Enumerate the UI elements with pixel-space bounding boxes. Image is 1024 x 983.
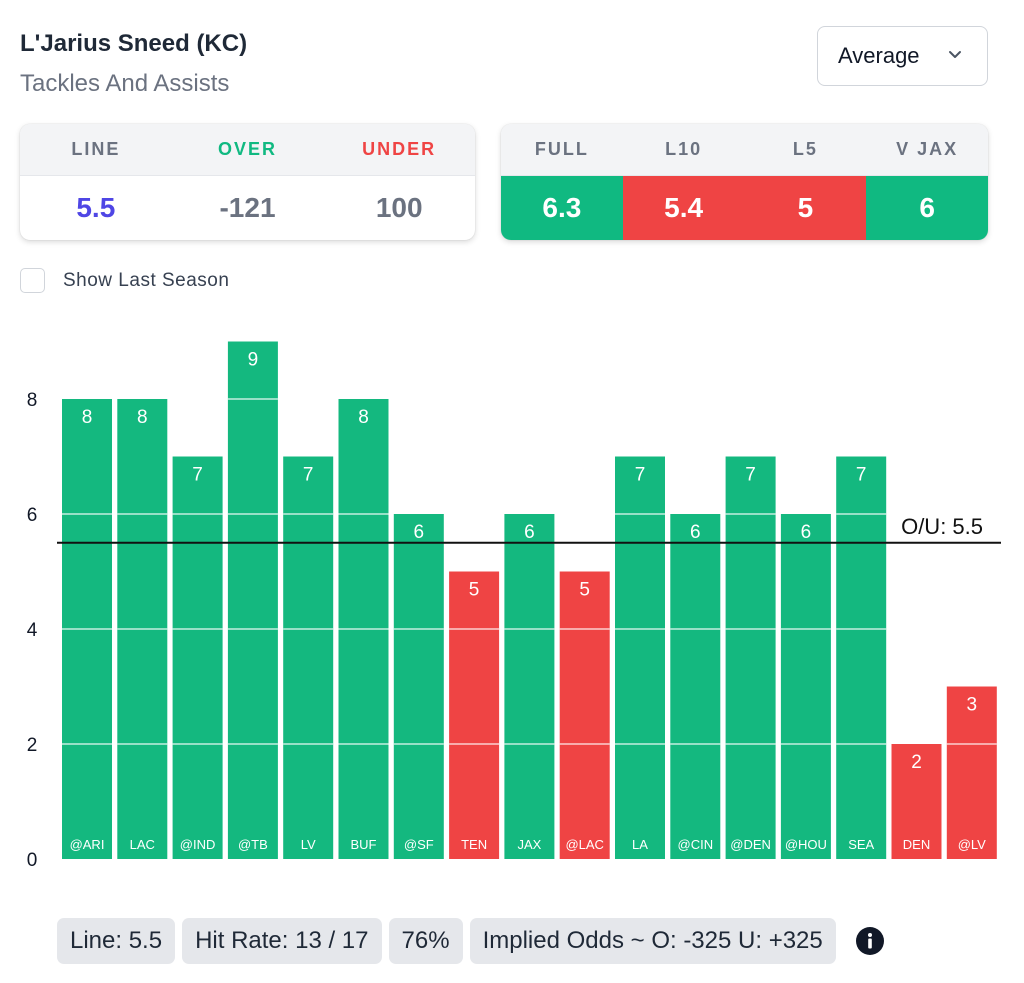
tackles-bar-chart: 0 2 4 6 8 8 @ARI 8 LAC 7 @IND 9 @TB 7 LV 8 BUF 6 @SF 5 TEN 6 J… <box>27 341 1001 871</box>
y-tick-label: 2 <box>27 735 38 756</box>
average-dropdown[interactable]: Average <box>817 26 988 86</box>
stat-name: Tackles And Assists <box>20 70 230 97</box>
bar <box>283 456 334 859</box>
bar-value-label: 6 <box>414 522 425 543</box>
y-tick-label: 6 <box>27 505 38 526</box>
bar-category-label: JAX <box>517 837 541 852</box>
bar-value-label: 7 <box>192 465 203 486</box>
bar-category-label: @CIN <box>678 837 714 852</box>
bar <box>891 744 942 859</box>
show-last-season-toggle[interactable]: Show Last Season <box>20 268 229 293</box>
line-pill: Line: 5.5 <box>57 918 176 964</box>
under-header: UNDER <box>362 139 437 159</box>
bar-category-label: LA <box>632 837 648 852</box>
line-header: LINE <box>71 139 121 159</box>
y-tick-label: 8 <box>27 390 38 411</box>
bar <box>172 456 223 859</box>
bar-category-label: @DEN <box>730 837 771 852</box>
bar-value-label: 7 <box>856 465 867 486</box>
bar-value-label: 8 <box>358 407 369 428</box>
bar-category-label: SEA <box>848 837 874 852</box>
bar-value-label: 6 <box>690 522 701 543</box>
bar-category-label: TEN <box>461 837 487 852</box>
bar-category-label: @IND <box>180 837 216 852</box>
show-last-season-checkbox[interactable] <box>20 268 45 293</box>
bar <box>780 514 831 859</box>
over-header: OVER <box>218 139 278 159</box>
bar-category-label: @LV <box>958 837 986 852</box>
over-under-label: O/U: 5.5 <box>901 514 983 539</box>
over-odds: -121 <box>219 192 276 223</box>
bar <box>504 514 555 859</box>
chevron-down-icon <box>949 51 961 58</box>
bar-value-label: 7 <box>635 465 646 486</box>
full-average: 6.3 <box>501 176 623 240</box>
summary-footer: Line: 5.5 Hit Rate: 13 / 17 76% Implied … <box>57 918 885 964</box>
under-odds: 100 <box>375 192 423 223</box>
bar <box>559 571 610 859</box>
bar-category-label: LAC <box>130 837 155 852</box>
bar-category-label: @SF <box>404 837 434 852</box>
bar-category-label: LV <box>301 837 316 852</box>
bar-value-label: 9 <box>248 350 259 371</box>
bar-value-label: 5 <box>469 580 480 601</box>
bar-category-label: @TB <box>238 837 268 852</box>
info-icon[interactable] <box>855 926 885 956</box>
full-header: FULL <box>534 139 589 159</box>
bar-category-label: BUF <box>351 837 377 852</box>
bar-value-label: 5 <box>579 580 590 601</box>
implied-odds-pill: Implied Odds ~ O: -325 U: +325 <box>469 918 836 964</box>
bar <box>393 514 444 859</box>
vs-jax-header: V JAX <box>896 139 959 159</box>
bar-value-label: 3 <box>967 695 978 716</box>
show-last-season-label: Show Last Season <box>63 269 230 291</box>
l5-average: 5 <box>744 176 867 240</box>
l10-header: L10 <box>665 139 703 159</box>
l10-average: 5.4 <box>622 176 745 240</box>
bar-value-label: 6 <box>801 522 812 543</box>
bar-category-label: @LAC <box>565 837 604 852</box>
bar <box>946 686 997 859</box>
line-value: 5.5 <box>76 192 116 223</box>
header: L'Jarius Sneed (KC) Tackles And Assists <box>20 30 247 98</box>
bar-category-label: @HOU <box>785 837 827 852</box>
averages-card: FULL L10 L5 V JAX 6.3 5.4 5 6 <box>501 124 988 240</box>
bar <box>615 456 665 859</box>
bar-value-label: 6 <box>524 522 535 543</box>
line-odds-card: LINE OVER UNDER 5.5 -121 100 <box>20 124 475 240</box>
bar-value-label: 7 <box>303 465 314 486</box>
bar-value-label: 2 <box>911 752 922 773</box>
bar-value-label: 8 <box>137 407 148 428</box>
y-tick-label: 4 <box>27 620 38 641</box>
bar <box>227 341 278 859</box>
bar <box>449 571 500 859</box>
vs-jax-average: 6 <box>866 176 988 240</box>
dropdown-value: Average <box>838 43 920 68</box>
hit-rate-pill: Hit Rate: 13 / 17 <box>182 918 382 964</box>
player-name: L'Jarius Sneed (KC) <box>20 30 248 57</box>
y-tick-label: 0 <box>27 850 38 871</box>
bar-category-label: DEN <box>903 837 930 852</box>
bar <box>836 456 887 859</box>
bar-value-label: 7 <box>745 465 756 486</box>
l5-header: L5 <box>792 139 818 159</box>
bar-category-label: @ARI <box>70 837 105 852</box>
hit-percent-pill: 76% <box>388 918 463 964</box>
bar <box>725 456 776 859</box>
bar-value-label: 8 <box>82 407 93 428</box>
bar <box>670 514 721 859</box>
